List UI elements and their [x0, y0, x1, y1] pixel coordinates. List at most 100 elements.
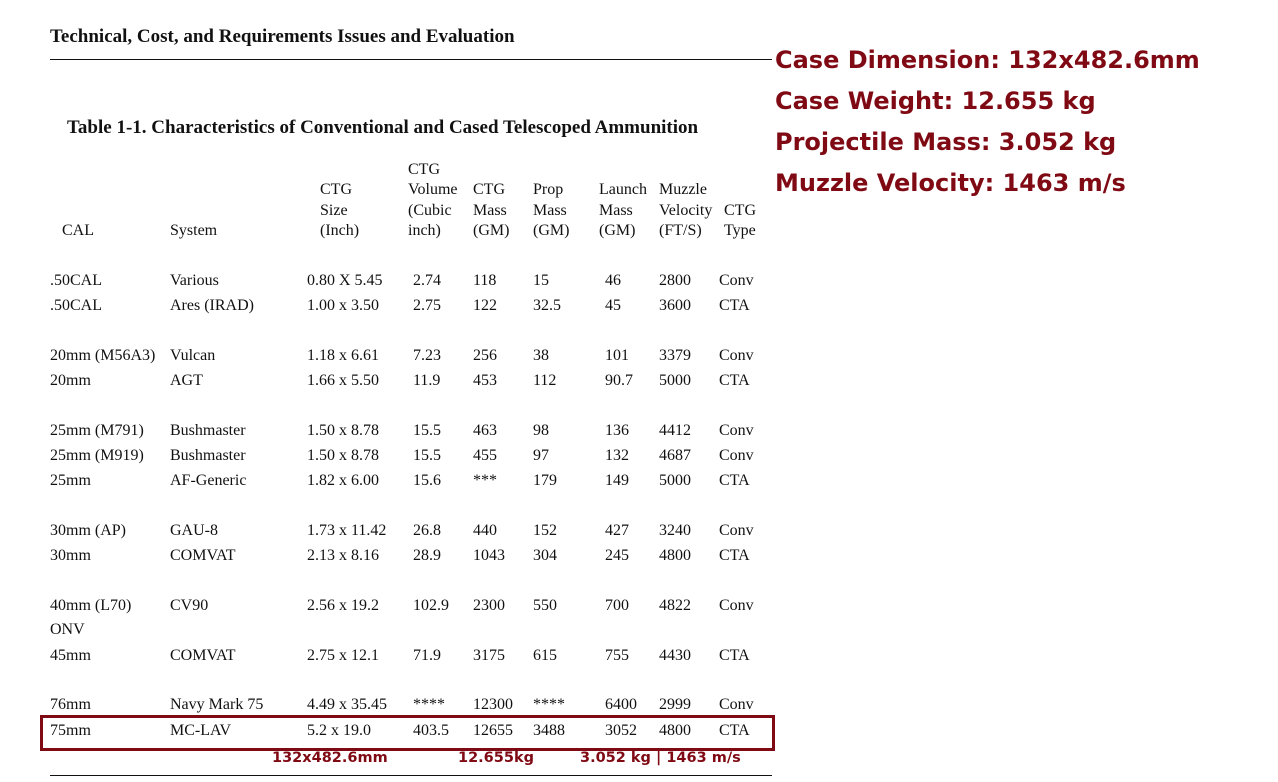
column-header: Volume	[408, 181, 458, 198]
table-cell: 427	[605, 522, 629, 539]
table-cell: CTA	[719, 647, 750, 664]
column-header: Velocity	[659, 201, 713, 219]
table-cell: 2.75	[413, 297, 441, 314]
annotation: Case Weight: 12.655 kg	[775, 87, 1096, 115]
annotation: Muzzle Velocity: 1463 m/s	[775, 169, 1126, 197]
table-cell: 4800	[659, 547, 691, 564]
table-cell: CTA	[719, 547, 750, 564]
table-cell: 453	[473, 372, 497, 389]
column-header: (GM)	[473, 222, 510, 239]
table-cell: 463	[473, 422, 497, 439]
table-cell: 101	[605, 347, 629, 364]
table-cell: 3052	[605, 722, 637, 739]
table-cell: COMVAT	[170, 547, 236, 564]
table-cell: 550	[533, 597, 557, 614]
table-cell: 3600	[659, 297, 691, 314]
table-cell: 245	[605, 547, 629, 564]
table-cell: Conv	[719, 522, 754, 539]
table-cell: COMVAT	[170, 647, 236, 664]
table-cell: 2.75 x 12.1	[307, 647, 379, 664]
table-cell: Conv	[719, 272, 754, 289]
table-cell: 3240	[659, 522, 691, 539]
table-cell: Conv	[719, 422, 754, 439]
table-cell: 4687	[659, 447, 691, 464]
column-header: Size	[320, 201, 348, 219]
table-cell: 440	[473, 522, 497, 539]
table-cell: ****	[413, 696, 445, 713]
table-cell: 2.13 x 8.16	[307, 547, 379, 564]
table-cell: ***	[473, 472, 497, 489]
table-cell: 4822	[659, 597, 691, 614]
table-cell: 112	[533, 372, 557, 389]
table-cell: 30mm (AP)	[50, 522, 126, 539]
column-header: System	[170, 222, 218, 239]
table-cell: 1043	[473, 547, 505, 564]
column-header: Type	[724, 222, 756, 239]
table-cell: 6400	[605, 696, 637, 713]
column-header: (FT/S)	[659, 222, 702, 239]
highlight-box	[40, 715, 775, 751]
column-header: Prop	[533, 181, 564, 198]
table-cell: 25mm	[50, 472, 91, 489]
table-cell: Ares (IRAD)	[170, 297, 254, 314]
table-cell: 5000	[659, 372, 691, 389]
table-cell: 45	[605, 297, 621, 314]
table-cell: 5000	[659, 472, 691, 489]
column-header: CTG	[320, 181, 352, 198]
table-cell: 455	[473, 447, 497, 464]
column-header: (Cubic	[408, 201, 452, 219]
table-cell: 76mm	[50, 696, 91, 713]
table-cell: 90.7	[605, 372, 633, 389]
table-cell: 75mm	[50, 722, 91, 739]
table-cell: 2300	[473, 597, 505, 614]
table-title: Table 1-1. Characteristics of Convention…	[67, 117, 699, 138]
table-cell: 20mm (M56A3)	[50, 347, 156, 364]
footnote: 132x482.6mm	[272, 750, 388, 766]
table-cell: 5.2 x 19.0	[307, 722, 371, 739]
table-cell: 102.9	[413, 597, 449, 614]
table-cell: 132	[605, 447, 629, 464]
table-cell: 26.8	[413, 522, 441, 539]
table-cell: Vulcan	[170, 347, 216, 364]
table-cell: 38	[533, 347, 549, 364]
table-cell: 15.5	[413, 422, 441, 439]
table-cell: 28.9	[413, 547, 441, 564]
column-header: CTG	[724, 201, 756, 219]
table-cell: Bushmaster	[170, 422, 246, 439]
column-header: Muzzle	[659, 181, 707, 198]
table-cell: 40mm (L70) ONV	[50, 597, 132, 638]
column-header: inch)	[408, 222, 441, 239]
table-cell: 615	[533, 647, 557, 664]
table-cell: AF-Generic	[170, 472, 247, 489]
table-cell: Bushmaster	[170, 447, 246, 464]
table-cell: 1.73 x 11.42	[307, 522, 387, 539]
column-header: Mass	[473, 201, 507, 219]
table-cell: CTA	[719, 372, 750, 389]
footnote: 3.052 kg | 1463 m/s	[580, 750, 741, 766]
table-cell: 25mm (M919)	[50, 447, 144, 464]
table-cell: 3379	[659, 347, 691, 364]
rule	[50, 775, 772, 776]
table-cell: 1.18 x 6.61	[307, 347, 379, 364]
table-cell: 304	[533, 547, 557, 564]
table-cell: 1.50 x 8.78	[307, 447, 379, 464]
column-header: (GM)	[533, 222, 570, 239]
table-cell: .50CAL	[50, 272, 102, 289]
table-cell: 32.5	[533, 297, 561, 314]
table-cell: 1.82 x 6.00	[307, 472, 379, 489]
table-cell: 11.9	[413, 372, 441, 389]
table-cell: 15	[533, 272, 549, 289]
table-cell: 71.9	[413, 647, 441, 664]
column-header: (Inch)	[320, 222, 360, 239]
table-cell: 46	[605, 272, 621, 289]
table-cell: MC-LAV	[170, 722, 232, 739]
table-cell: 1.50 x 8.78	[307, 422, 379, 439]
column-header: CTG	[473, 181, 505, 198]
table-cell: 3175	[473, 647, 505, 664]
column-header: Mass	[533, 201, 567, 219]
table-cell: 97	[533, 447, 549, 464]
table-cell: 122	[473, 297, 497, 314]
table-cell: CTA	[719, 297, 750, 314]
table-cell: 4800	[659, 722, 691, 739]
